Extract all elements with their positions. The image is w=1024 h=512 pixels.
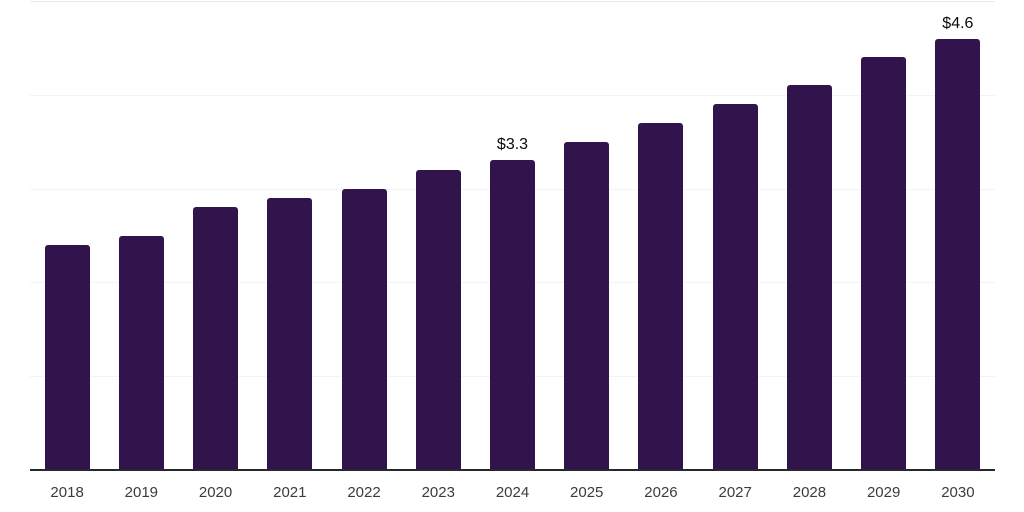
x-tick-label-2025: 2025	[570, 484, 604, 501]
bar-2028[interactable]	[787, 85, 832, 470]
x-tick-label-2024: 2024	[495, 484, 530, 501]
gridline-4	[30, 95, 995, 96]
x-tick-label-2027: 2027	[718, 484, 752, 501]
bar-2025[interactable]	[564, 142, 609, 470]
data-label-2030: $4.6	[942, 15, 974, 32]
x-tick-label-2022: 2022	[347, 484, 381, 501]
bar-2026[interactable]	[638, 123, 683, 470]
x-tick-label-2028: 2028	[792, 484, 827, 501]
bar-2030[interactable]	[935, 39, 980, 470]
bar-2024[interactable]	[490, 160, 535, 470]
x-tick-label-2020: 2020	[198, 484, 233, 501]
x-tick-label-2019: 2019	[124, 484, 159, 501]
x-tick-label-2023: 2023	[421, 484, 455, 501]
bar-2019[interactable]	[119, 236, 164, 471]
bar-2020[interactable]	[193, 207, 238, 470]
x-tick-label-2021: 2021	[273, 484, 307, 501]
bar-2018[interactable]	[45, 245, 90, 470]
gridline-5	[30, 1, 995, 2]
x-tick-label-2026: 2026	[644, 484, 678, 501]
x-tick-label-2029: 2029	[866, 484, 901, 501]
data-label-2024: $3.3	[496, 136, 529, 153]
x-tick-label-2030: 2030	[941, 484, 975, 501]
bar-2023[interactable]	[416, 170, 461, 470]
bar-2029[interactable]	[861, 57, 906, 470]
bar-2027[interactable]	[713, 104, 758, 470]
x-axis-line	[30, 469, 995, 471]
bar-2022[interactable]	[342, 189, 387, 470]
x-tick-label-2018: 2018	[50, 484, 84, 501]
bar-2021[interactable]	[267, 198, 312, 470]
